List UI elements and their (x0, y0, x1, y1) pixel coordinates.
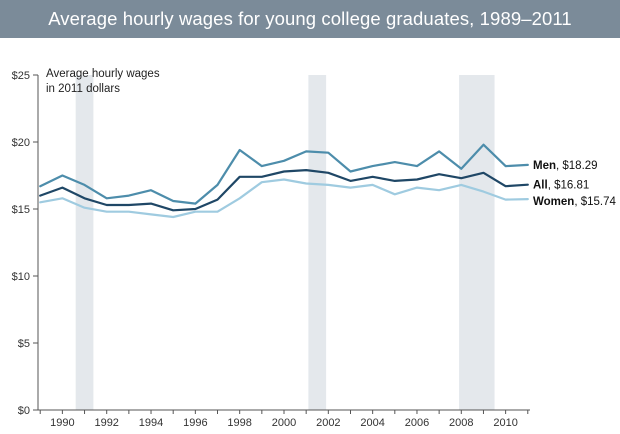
axes-group: $0 $5 $10 $15 $20 $25 1990 1992 1994 1996 1998 2000… (12, 70, 530, 429)
y-tick-label: $25 (12, 70, 30, 82)
chart-title: Average hourly wages for young college g… (48, 8, 572, 29)
recession-shading-group (75, 75, 495, 410)
y-unit-annotation: Average hourly wages (46, 68, 160, 80)
x-tick-label: 1996 (183, 417, 207, 429)
end-label-women: Women, $15.74 (533, 196, 616, 208)
series-name: Women (533, 196, 574, 208)
chart-title-bar: Average hourly wages for young college g… (0, 0, 620, 38)
series-line-women (39, 178, 529, 219)
end-label-all: All, $16.81 (533, 180, 589, 192)
x-tick-label: 2004 (360, 417, 384, 429)
x-tick-label: 2002 (316, 417, 340, 429)
x-tick-label: 1990 (50, 417, 74, 429)
series-end-value: , $15.74 (574, 196, 616, 208)
recession-band-1 (308, 75, 327, 410)
x-tick-label: 2010 (493, 417, 517, 429)
x-tick-label: 1998 (227, 417, 251, 429)
y-tick-label: $10 (12, 271, 30, 283)
x-tick-label: 1994 (139, 417, 163, 429)
y-tick-label: $15 (12, 204, 30, 216)
x-tick-label: 2008 (449, 417, 473, 429)
recession-band-0 (75, 75, 94, 410)
series-name: Men (533, 160, 556, 172)
y-unit-annotation: in 2011 dollars (46, 83, 120, 95)
series-end-value: , $18.29 (556, 160, 598, 172)
series-line-all (39, 169, 529, 212)
end-label-men: Men, $18.29 (533, 160, 598, 172)
y-tick-label: $5 (18, 338, 30, 350)
series-end-value: , $16.81 (548, 180, 590, 192)
y-tick-label: $0 (18, 405, 30, 417)
series-line-men (39, 143, 529, 205)
series-name: All (533, 180, 548, 192)
x-tick-label: 2000 (272, 417, 296, 429)
recession-band-2 (459, 75, 495, 410)
x-tick-label: 2006 (405, 417, 429, 429)
x-tick-label: 1992 (94, 417, 118, 429)
y-tick-label: $20 (12, 137, 30, 149)
series-lines-group (39, 143, 529, 219)
line-chart: $0 $5 $10 $15 $20 $25 1990 1992 1994 1996 1998 2000… (12, 68, 617, 429)
